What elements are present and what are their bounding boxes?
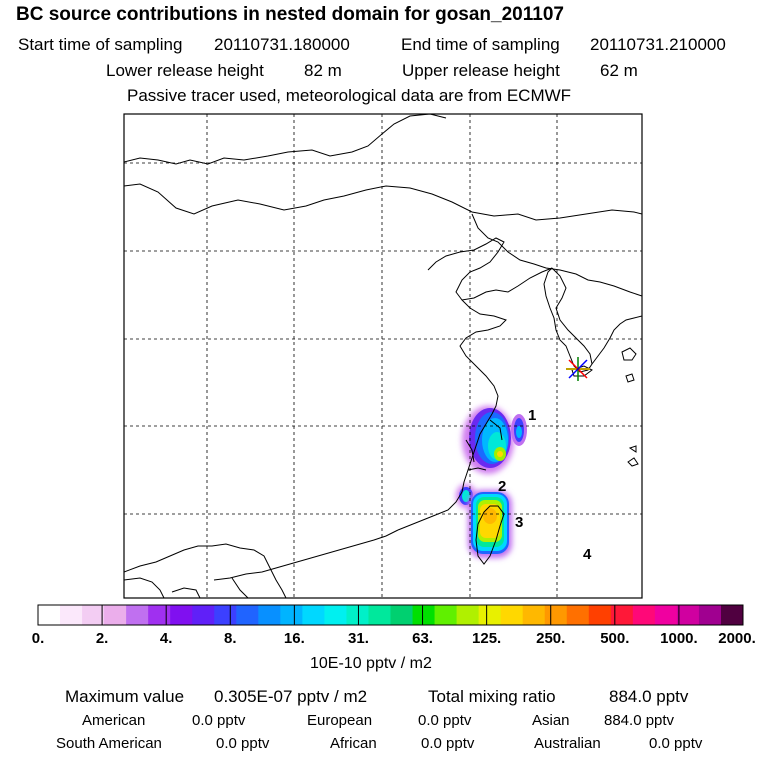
region-name-african: African [330, 735, 377, 752]
colorbar-tick-label: 4. [159, 630, 173, 647]
colorbar-swatch [126, 605, 149, 625]
region-label-3: 3 [515, 514, 523, 531]
colorbar-swatch [82, 605, 105, 625]
upper-height-label: Upper release height [402, 61, 560, 80]
region-name-south-american: South American [56, 735, 162, 752]
colorbar-swatch [258, 605, 281, 625]
colorbar-swatch [192, 605, 215, 625]
colorbar-tick-label: 500. [600, 630, 630, 647]
colorbar-tick-label: 8. [224, 630, 237, 647]
map-frame [123, 113, 643, 599]
region-value-african: 0.0 pptv [421, 735, 475, 752]
colorbar-swatch [214, 605, 237, 625]
concentration-plume [456, 406, 527, 558]
colorbar-tick-label: 2000. [718, 630, 756, 647]
colorbar-swatch [632, 605, 656, 625]
colorbar-swatch [588, 605, 612, 625]
colorbar-tick-label: 63. [412, 630, 433, 647]
colorbar-swatch [38, 605, 61, 625]
tracer-note: Passive tracer used, meteorological data… [127, 86, 572, 105]
lat-lon-grid [124, 114, 642, 598]
colorbar-swatch [544, 605, 568, 625]
upper-height-value: 62 m [600, 61, 638, 80]
colorbar-swatch [698, 605, 722, 625]
colorbar [37, 604, 744, 626]
colorbar-swatch [720, 605, 744, 625]
page-title: BC source contributions in nested domain… [16, 4, 564, 25]
region-value-south-american: 0.0 pptv [216, 735, 270, 752]
colorbar-swatch [522, 605, 546, 625]
colorbar-swatch [610, 605, 634, 625]
end-time-value: 20110731.210000 [590, 35, 726, 54]
region-label-1: 1 [528, 407, 536, 424]
colorbar-tick-label: 0. [31, 630, 45, 647]
colorbar-swatch [390, 605, 414, 625]
colorbar-tick-label: 31. [348, 630, 369, 647]
colorbar-swatch [434, 605, 458, 625]
colorbar-tick-label: 1000. [660, 630, 698, 647]
colorbar-unit-label: 10E-10 pptv / m2 [310, 655, 432, 672]
lower-height-label: Lower release height [106, 61, 264, 80]
colorbar-tick-label: 2. [95, 630, 109, 647]
coastlines [124, 114, 642, 598]
colorbar-swatch [412, 605, 436, 625]
start-time-label: Start time of sampling [18, 35, 183, 54]
colorbar-swatch [170, 605, 193, 625]
colorbar-swatch [500, 605, 524, 625]
colorbar-swatch [346, 605, 369, 625]
end-time-label: End time of sampling [401, 35, 560, 54]
region-label-2: 2 [498, 478, 506, 495]
total-mixing-value: 884.0 pptv [609, 687, 689, 706]
region-name-european: European [307, 712, 373, 729]
region-name-australian: Australian [534, 735, 601, 752]
colorbar-swatch [456, 605, 480, 625]
colorbar-swatch [236, 605, 259, 625]
colorbar-swatch [104, 605, 127, 625]
colorbar-tick-label: 125. [472, 630, 502, 647]
colorbar-swatch [324, 605, 347, 625]
region-value-australian: 0.0 pptv [649, 735, 703, 752]
gosan-receptor-icon [566, 357, 590, 381]
region-name-asian: Asian [532, 712, 570, 729]
colorbar-swatch [280, 605, 303, 625]
region-value-american: 0.0 pptv [192, 712, 246, 729]
colorbar-swatch [368, 605, 391, 625]
colorbar-swatch [148, 605, 171, 625]
colorbar-swatch [676, 605, 700, 625]
region-value-asian: 884.0 pptv [604, 712, 675, 729]
total-mixing-label: Total mixing ratio [428, 687, 556, 706]
colorbar-swatch [60, 605, 83, 625]
start-time-value: 20110731.180000 [214, 35, 350, 54]
region-value-european: 0.0 pptv [418, 712, 472, 729]
colorbar-swatch [566, 605, 590, 625]
region-name-american: American [82, 712, 146, 729]
region-label-4: 4 [583, 546, 592, 563]
colorbar-tick-label: 250. [536, 630, 566, 647]
colorbar-swatch [654, 605, 678, 625]
max-value: 0.305E-07 pptv / m2 [214, 687, 368, 706]
colorbar-swatch [478, 605, 502, 625]
lower-height-value: 82 m [304, 61, 342, 80]
max-value-label: Maximum value [65, 687, 185, 706]
colorbar-swatch [302, 605, 325, 625]
colorbar-tick-label: 16. [283, 630, 305, 647]
